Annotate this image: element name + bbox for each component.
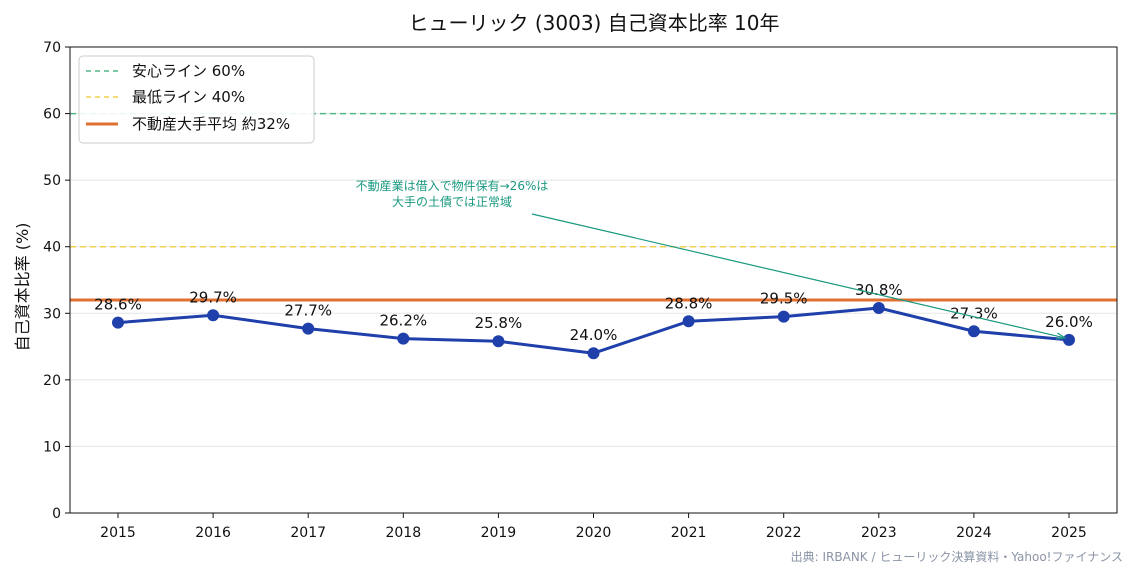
chart-title: ヒューリック (3003) 自己資本比率 10年: [408, 11, 779, 35]
data-point: [112, 316, 124, 329]
y-tick-label: 20: [43, 373, 61, 389]
plot-frame: [69, 46, 1118, 514]
legend-box: [78, 55, 315, 144]
legend-label-safe: 安心ライン 60%: [132, 62, 245, 80]
data-label: 30.8%: [855, 281, 903, 299]
annotation-arrowhead: [1055, 332, 1067, 340]
y-tick-label: 50: [43, 173, 61, 189]
x-tick-label: 2023: [861, 525, 897, 541]
legend-label-avg: 不動産大手平均 約32%: [132, 115, 290, 133]
series: 28.6% 29.7% 27.7% 26.2% 25.8% 24.0% 28.8% 29.5%…: [94, 281, 1093, 360]
x-tick-label: 2015: [100, 525, 136, 541]
data-label: 27.7%: [284, 302, 332, 320]
data-point: [777, 310, 790, 323]
x-tick-label: 2020: [576, 525, 612, 541]
legend-label-min: 最低ライン 40%: [132, 88, 245, 106]
annotation-line-1: 不動産業は借入で物件保有→26%は: [356, 178, 549, 193]
data-point: [587, 347, 600, 360]
data-point: [1063, 333, 1075, 346]
y-tick-label: 40: [43, 240, 61, 256]
data-label: 25.8%: [475, 314, 523, 332]
y-tick-label: 70: [43, 40, 61, 56]
source-note: 出典: IRBANK / ヒューリック決算資料・Yahoo!ファイナンス: [791, 549, 1123, 564]
data-point: [967, 325, 980, 338]
y-tick-label: 30: [43, 306, 61, 322]
annotation-arrow: [531, 213, 1066, 339]
y-tick-label: 0: [52, 506, 61, 522]
x-tick-label: 2016: [195, 525, 231, 541]
data-label: 28.6%: [94, 296, 142, 314]
data-label: 29.7%: [189, 288, 237, 306]
y-tick-label: 10: [43, 439, 61, 455]
data-label: 24.0%: [570, 326, 618, 344]
x-tick-label: 2025: [1051, 525, 1087, 541]
data-label: 26.2%: [379, 312, 427, 330]
x-tick-label: 2021: [671, 525, 707, 541]
data-label: 29.5%: [760, 290, 808, 308]
data-point: [207, 309, 220, 322]
x-tick-label: 2022: [766, 525, 802, 541]
data-point: [302, 322, 315, 335]
y-tick-label: 60: [43, 107, 61, 123]
annotation-line-2: 大手の土債では正常域: [392, 194, 512, 209]
data-point: [872, 301, 885, 314]
y-axis-label: 自己資本比率 (%): [13, 223, 32, 352]
grid: [70, 113, 1117, 447]
x-tick-label: 2024: [956, 525, 992, 541]
annotation: 不動産業は借入で物件保有→26%は 大手の土債では正常域: [356, 178, 1067, 340]
x-tick-label: 2019: [481, 525, 517, 541]
data-point: [492, 335, 505, 348]
legend: 安心ライン 60% 最低ライン 40% 不動産大手平均 約32%: [78, 55, 315, 144]
x-tick-label: 2018: [385, 525, 421, 541]
x-tick-label: 2017: [290, 525, 326, 541]
data-label: 28.8%: [665, 294, 713, 312]
data-label: 27.3%: [950, 304, 998, 322]
axis-ticks: 0 10 20 30 40 50 60 70 2015 2016 2017 2018 2019 2020 2…: [43, 40, 1087, 541]
data-point: [397, 332, 410, 345]
data-point: [682, 315, 695, 328]
data-label: 26.0%: [1045, 313, 1093, 331]
